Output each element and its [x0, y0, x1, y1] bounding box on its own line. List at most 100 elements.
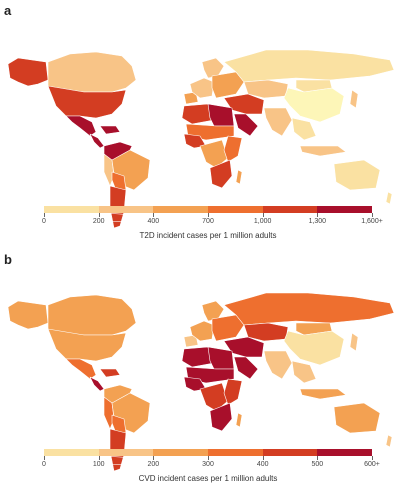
region-russia	[223, 49, 395, 83]
region-peru	[103, 396, 115, 430]
region-mexico	[65, 115, 97, 137]
legend-tick-label: 1,000	[253, 218, 272, 225]
legend-tick-mark	[262, 213, 264, 217]
region-alaska	[7, 300, 49, 330]
region-south-asia	[263, 107, 293, 137]
legend-tick-mark	[372, 213, 373, 217]
legend-swatch	[98, 206, 154, 213]
region-east-africa	[223, 378, 243, 406]
legend-swatch	[262, 449, 318, 456]
region-australia	[333, 402, 381, 434]
region-russia	[223, 292, 395, 326]
panel-label: b	[4, 252, 12, 267]
legend-tick-mark	[208, 456, 209, 460]
region-iberia	[183, 334, 199, 348]
legend-tick-mark	[317, 213, 319, 217]
region-central-america	[89, 376, 105, 392]
legend-tick-mark	[153, 456, 155, 460]
legend-title: CVD incident cases per 1 million adults	[138, 474, 278, 483]
world-map-t2d	[7, 45, 395, 229]
region-arabia	[233, 356, 259, 380]
region-east-africa	[223, 135, 243, 163]
region-australia	[333, 159, 381, 191]
legend-tick-label: 1,600+	[361, 218, 383, 225]
region-japan	[349, 332, 359, 352]
panel-label: a	[4, 3, 12, 18]
region-indonesia	[299, 388, 347, 400]
region-south-asia	[263, 350, 293, 380]
legend-tick-label: 100	[92, 461, 105, 468]
legend-swatch	[208, 449, 263, 456]
legend-tick-mark	[317, 456, 319, 460]
legend-tick-label: 1,300	[308, 218, 327, 225]
legend-tick-mark	[44, 456, 45, 460]
region-mexico	[65, 358, 97, 380]
world-map-cvd	[7, 288, 395, 472]
legend-tick-mark	[372, 456, 373, 460]
region-peru	[103, 153, 115, 187]
region-se-asia	[291, 360, 317, 384]
legend-tick-label: 500	[311, 461, 324, 468]
legend-tick-mark	[44, 213, 45, 217]
legend-swatch	[98, 449, 154, 456]
legend-tick-label: 600+	[364, 461, 380, 468]
legend-tick-mark	[98, 213, 100, 217]
region-indonesia	[299, 145, 347, 157]
legend-swatch	[44, 206, 99, 213]
region-caribbean	[99, 368, 121, 378]
region-western-europe	[189, 77, 215, 99]
legend-swatch	[262, 206, 318, 213]
region-north-africa	[181, 103, 215, 125]
region-antarctica	[39, 211, 393, 225]
legend-tick-mark	[262, 456, 264, 460]
legend-swatch	[317, 449, 373, 456]
legend-title: T2D incident cases per 1 million adults	[139, 231, 277, 240]
legend-tick-label: 300	[202, 461, 214, 468]
region-china	[283, 330, 345, 366]
legend-cvd: CVD incident cases per 1 million adults …	[40, 449, 380, 489]
region-usa	[47, 85, 127, 119]
legend-tick-mark	[153, 213, 155, 217]
legend-tick-label: 400	[147, 218, 160, 225]
panel-a: a T2D incident cases per 1 million adult…	[0, 0, 417, 240]
legend-tick-mark	[208, 213, 209, 217]
legend-swatch	[208, 206, 263, 213]
region-canada	[47, 51, 137, 93]
region-alaska	[7, 57, 49, 87]
region-madagascar	[235, 169, 243, 185]
region-arabia	[233, 113, 259, 137]
legend-t2d: T2D incident cases per 1 million adults …	[40, 206, 383, 246]
region-west-africa	[183, 376, 207, 392]
region-madagascar	[235, 412, 243, 428]
region-new-zealand	[385, 191, 393, 205]
legend-tick-label: 200	[147, 461, 160, 468]
legend-tick-label: 0	[42, 461, 46, 468]
legend-tick-label: 200	[92, 218, 105, 225]
region-north-africa	[181, 346, 215, 368]
legend-swatch	[153, 206, 209, 213]
region-southern-africa	[209, 159, 233, 189]
region-west-africa	[183, 133, 207, 149]
region-iberia	[183, 91, 199, 105]
legend-tick-label: 700	[202, 218, 214, 225]
countries-layer	[7, 45, 395, 229]
region-caribbean	[99, 125, 121, 135]
region-southern-africa	[209, 402, 233, 432]
region-usa	[47, 328, 127, 362]
legend-swatch	[317, 206, 373, 213]
region-greenland	[131, 288, 177, 324]
region-japan	[349, 89, 359, 109]
region-antarctica	[39, 454, 393, 468]
legend-color-bar	[44, 449, 373, 456]
region-canada	[47, 294, 137, 336]
countries-layer	[7, 288, 395, 472]
legend-swatch	[153, 449, 209, 456]
region-western-europe	[189, 320, 215, 342]
region-greenland	[131, 45, 177, 81]
region-new-zealand	[385, 434, 393, 448]
legend-color-bar	[44, 206, 373, 213]
legend-swatch	[44, 449, 99, 456]
legend-tick-label: 0	[42, 218, 46, 225]
region-central-america	[89, 133, 105, 149]
region-se-asia	[291, 117, 317, 141]
